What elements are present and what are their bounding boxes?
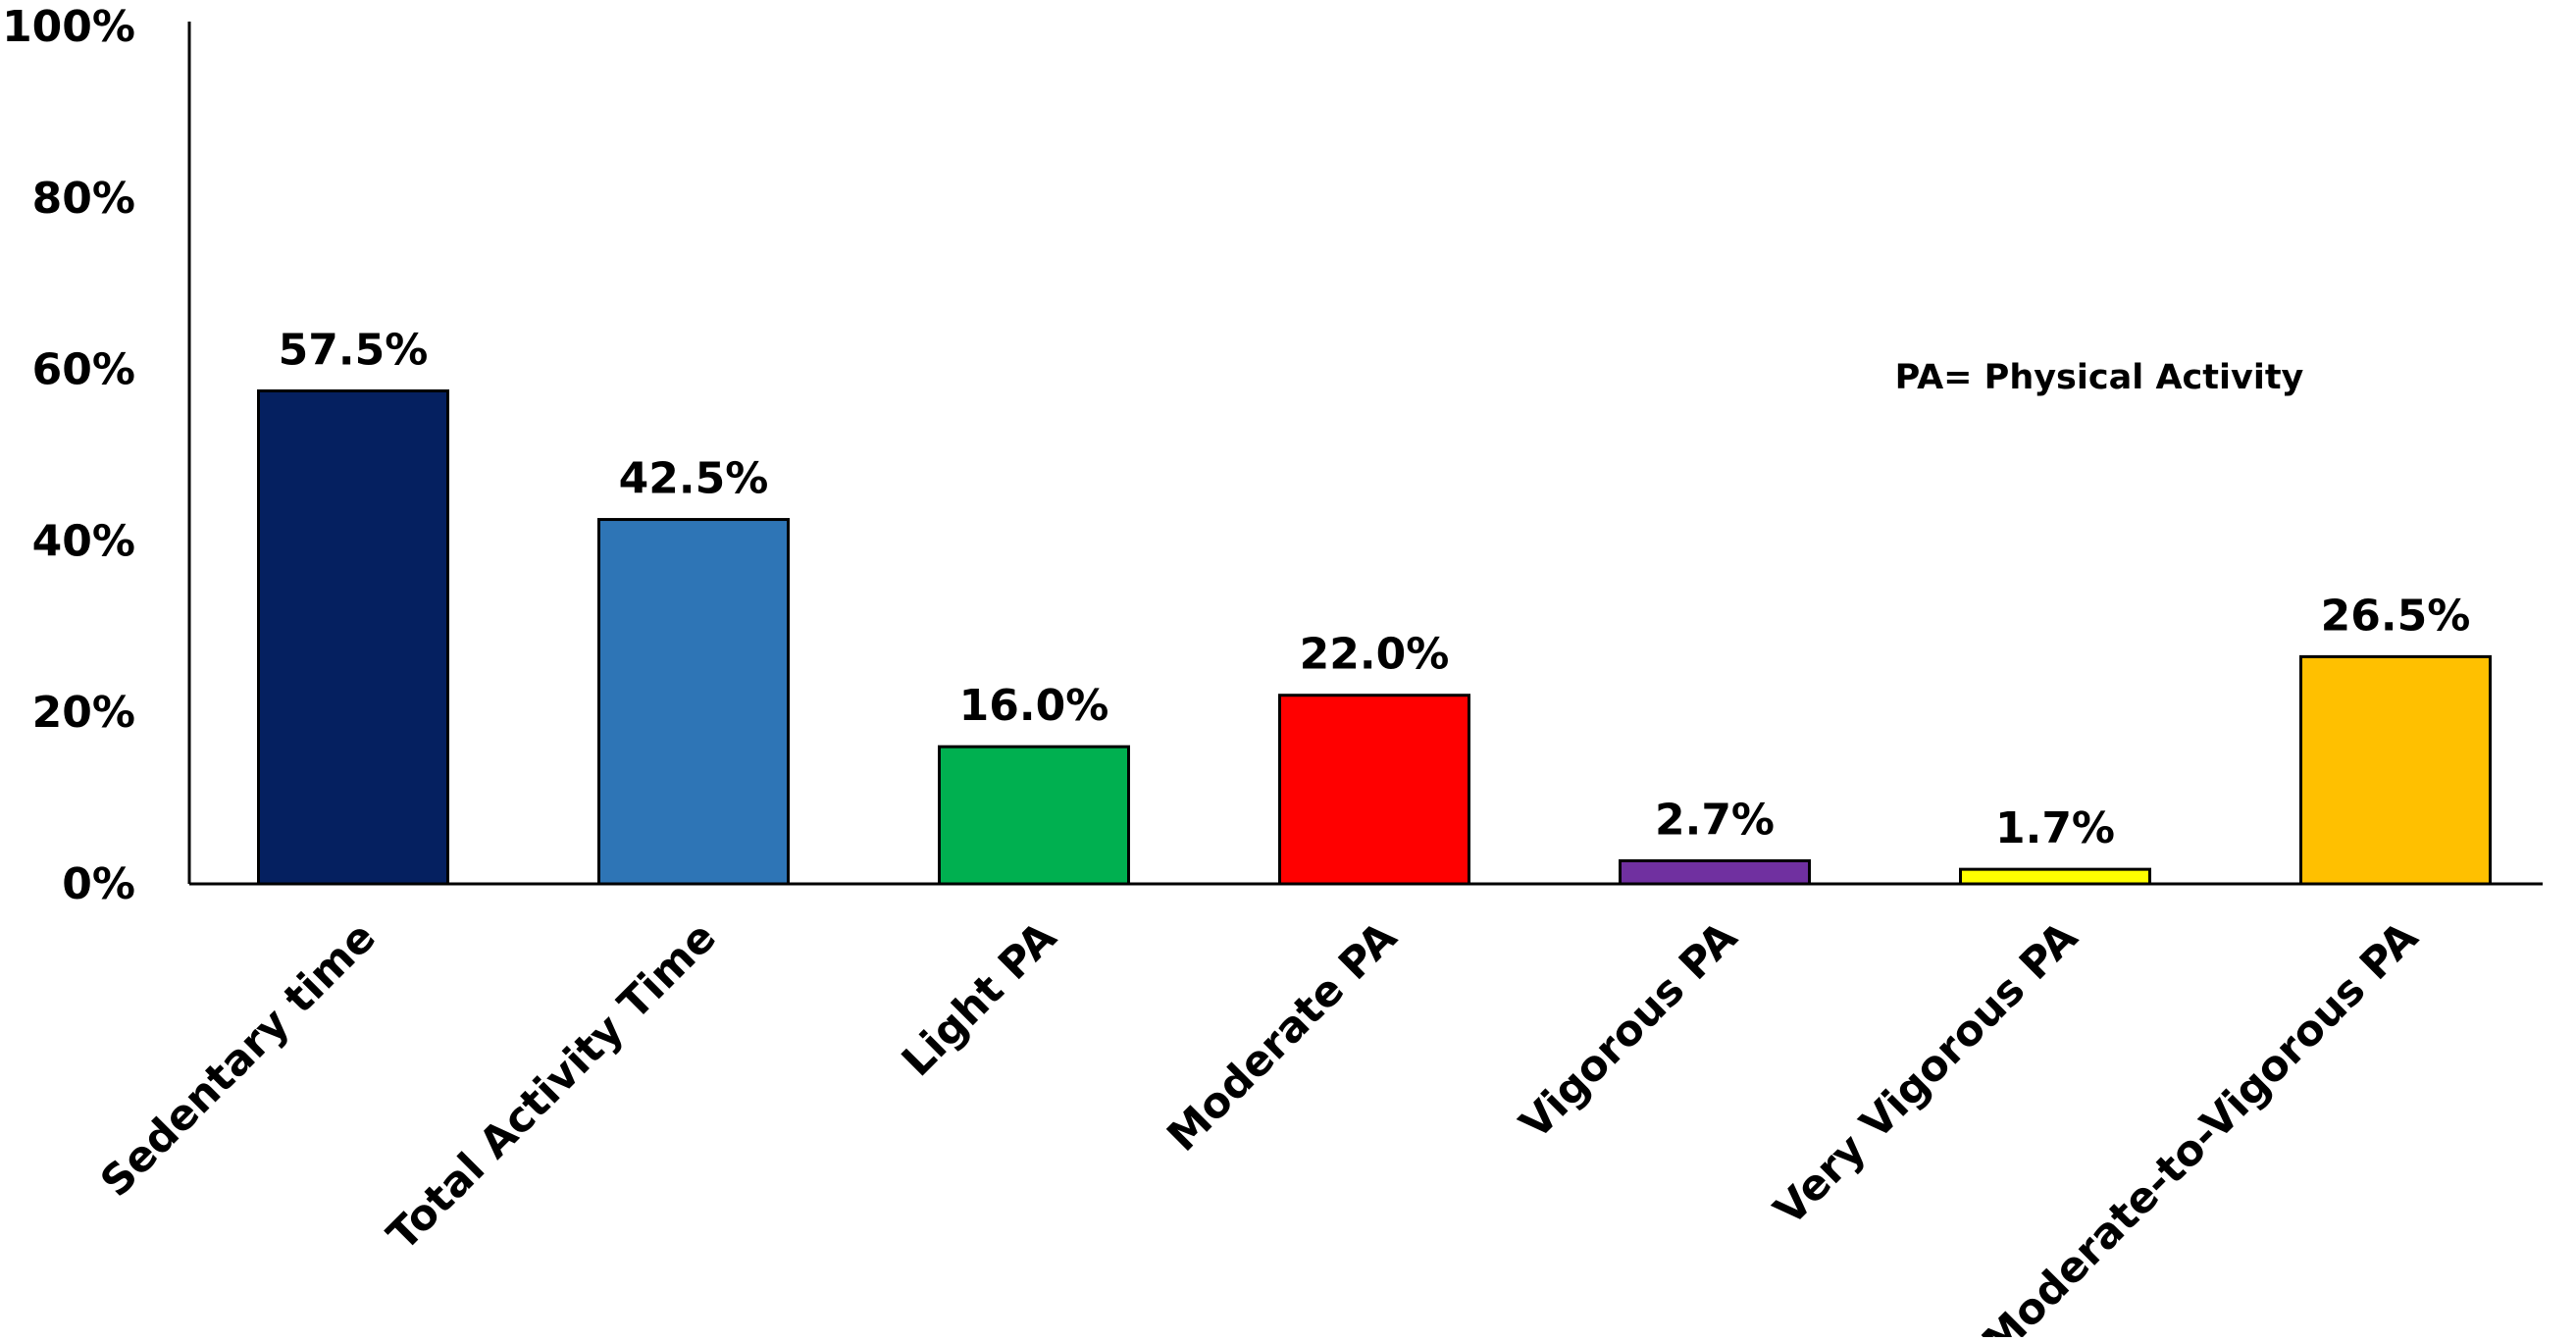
bar-value-label: 57.5% [279,325,429,375]
bar [1278,694,1470,886]
x-category-label: Light PA [893,912,1066,1086]
x-category-label: Very Vigorous PA [1765,912,2087,1235]
bars [257,388,2492,886]
bar [2299,654,2492,886]
y-axis-ticks: 0% 20% 40% 60% 80% 100% [2,2,135,909]
y-tick-label: 20% [32,688,135,738]
x-category-label: Moderate PA [1159,912,1408,1161]
bar [257,388,449,886]
bar-value-label: 16.0% [959,681,1109,731]
bar [597,518,790,886]
bar-value-label: 1.7% [1995,803,2115,853]
bar [1619,858,1811,886]
bar-value-label: 22.0% [1300,630,1450,680]
bar-value-label: 42.5% [619,454,769,504]
data-labels: 57.5% 42.5% 16.0% 22.0% 2.7% 1.7% 26.5% [279,325,2471,853]
bar-value-label: 26.5% [2321,591,2471,641]
x-category-label: Total Activity Time [379,912,726,1260]
bar [1959,867,2151,886]
y-tick-label: 40% [32,516,135,566]
y-tick-label: 80% [32,174,135,224]
annotation-note: PA= Physical Activity [1895,358,2304,397]
x-category-label: Sedentary time [91,912,386,1207]
x-category-label: Vigorous PA [1511,912,1747,1149]
y-tick-label: 0% [62,859,135,909]
y-tick-label: 100% [2,2,135,52]
bar-value-label: 2.7% [1655,795,1775,845]
bar [938,745,1130,886]
y-tick-label: 60% [32,345,135,395]
